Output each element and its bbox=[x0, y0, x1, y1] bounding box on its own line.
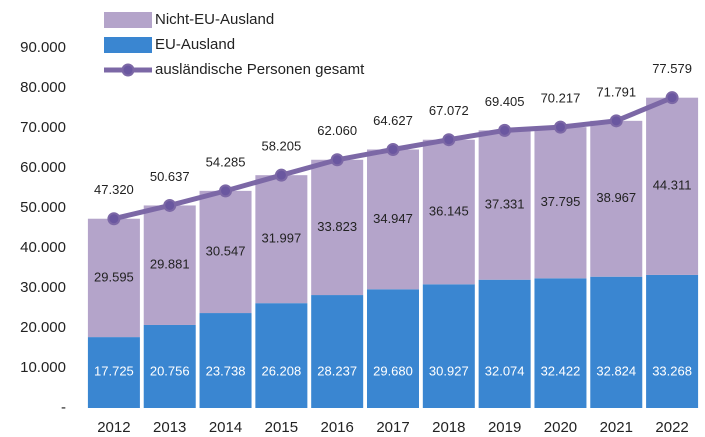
y-tick-label: 40.000 bbox=[20, 239, 66, 256]
bar-segment bbox=[87, 218, 140, 338]
bar-segment bbox=[255, 303, 308, 408]
data-label: 33.823 bbox=[317, 219, 357, 234]
y-tick-label: 20.000 bbox=[20, 319, 66, 336]
data-label: 31.997 bbox=[261, 231, 301, 246]
legend-marker bbox=[121, 63, 135, 77]
x-tick-label: 2020 bbox=[544, 419, 577, 436]
data-label: 29.881 bbox=[150, 257, 190, 272]
bar-segment bbox=[534, 278, 587, 408]
data-label: 44.311 bbox=[653, 178, 692, 193]
legend-label: ausländische Personen gesamt bbox=[155, 61, 365, 78]
legend-swatch bbox=[104, 12, 152, 28]
line-marker bbox=[330, 153, 344, 167]
line-marker bbox=[274, 168, 288, 182]
data-label: 69.405 bbox=[485, 94, 525, 109]
bar-segment bbox=[646, 274, 699, 408]
x-tick-label: 2012 bbox=[97, 419, 130, 436]
data-label: 34.947 bbox=[373, 211, 413, 226]
y-tick-label: 10.000 bbox=[20, 359, 66, 376]
bar-segment bbox=[534, 127, 587, 279]
bar-segment bbox=[646, 97, 699, 275]
line-marker bbox=[107, 212, 121, 226]
bar-segment bbox=[143, 205, 196, 325]
x-tick-label: 2017 bbox=[376, 419, 409, 436]
line-marker bbox=[163, 198, 177, 212]
bar-segment bbox=[255, 175, 308, 304]
bar-segment bbox=[311, 295, 364, 408]
x-tick-label: 2021 bbox=[600, 419, 633, 436]
data-label: 77.579 bbox=[652, 61, 692, 76]
data-label: 37.795 bbox=[541, 194, 581, 209]
data-label: 32.422 bbox=[541, 363, 581, 378]
bar-segment bbox=[478, 130, 531, 280]
data-label: 71.791 bbox=[596, 84, 636, 99]
y-tick-label: 30.000 bbox=[20, 279, 66, 296]
data-label: 23.738 bbox=[206, 363, 246, 378]
x-tick-label: 2018 bbox=[432, 419, 465, 436]
bar-segment bbox=[367, 289, 419, 408]
x-tick-label: 2015 bbox=[265, 419, 298, 436]
y-tick-label: 90.000 bbox=[20, 39, 66, 56]
data-label: 30.927 bbox=[429, 363, 469, 378]
data-label: 64.627 bbox=[373, 113, 413, 128]
data-label: 54.285 bbox=[206, 154, 246, 169]
y-tick-label: 80.000 bbox=[20, 79, 66, 96]
bar-segment bbox=[422, 284, 475, 408]
x-tick-label: 2016 bbox=[320, 419, 353, 436]
line-marker bbox=[386, 142, 400, 156]
y-tick-label: 70.000 bbox=[20, 119, 66, 136]
data-label: 58.205 bbox=[261, 139, 301, 154]
data-label: 62.060 bbox=[317, 123, 357, 138]
bar-segment bbox=[590, 120, 643, 277]
data-label: 47.320 bbox=[94, 182, 134, 197]
y-tick-label: 50.000 bbox=[20, 199, 66, 216]
bar-segment bbox=[311, 159, 364, 296]
line-marker bbox=[442, 133, 456, 147]
data-label: 28.237 bbox=[317, 363, 357, 378]
bar-segment bbox=[199, 313, 252, 408]
data-label: 37.331 bbox=[485, 196, 525, 211]
bar-segment bbox=[422, 139, 475, 285]
line-marker bbox=[609, 114, 623, 128]
bar-segment bbox=[143, 324, 196, 408]
data-label: 26.208 bbox=[261, 363, 301, 378]
data-label: 17.725 bbox=[94, 363, 134, 378]
bar-segment bbox=[199, 190, 252, 314]
bar-segment bbox=[87, 337, 140, 408]
y-tick-label: 60.000 bbox=[20, 159, 66, 176]
data-label: 29.680 bbox=[373, 363, 413, 378]
data-label: 29.595 bbox=[94, 269, 134, 284]
x-tick-label: 2019 bbox=[488, 419, 521, 436]
data-label: 50.637 bbox=[150, 169, 190, 184]
data-label: 38.967 bbox=[596, 190, 636, 205]
data-label: 20.756 bbox=[150, 363, 190, 378]
bar-segment bbox=[590, 276, 643, 408]
legend-label: EU-Ausland bbox=[155, 36, 235, 53]
bar-segment bbox=[367, 149, 419, 290]
x-tick-label: 2014 bbox=[209, 419, 242, 436]
legend-label: Nicht-EU-Ausland bbox=[155, 11, 274, 28]
data-label: 32.074 bbox=[485, 363, 525, 378]
data-label: 30.547 bbox=[206, 243, 246, 258]
data-label: 67.072 bbox=[429, 103, 469, 118]
line-marker bbox=[498, 123, 512, 137]
line-marker bbox=[665, 91, 679, 105]
data-label: 32.824 bbox=[596, 363, 636, 378]
x-tick-label: 2013 bbox=[153, 419, 186, 436]
x-tick-label: 2022 bbox=[655, 419, 688, 436]
data-label: 36.145 bbox=[429, 203, 469, 218]
line-marker bbox=[553, 120, 567, 134]
data-label: 33.268 bbox=[652, 363, 692, 378]
data-label: 70.217 bbox=[541, 91, 581, 106]
bar-segment bbox=[478, 279, 531, 408]
line-marker bbox=[219, 184, 233, 198]
y-tick-label: - bbox=[61, 399, 66, 416]
legend-swatch bbox=[104, 37, 152, 53]
